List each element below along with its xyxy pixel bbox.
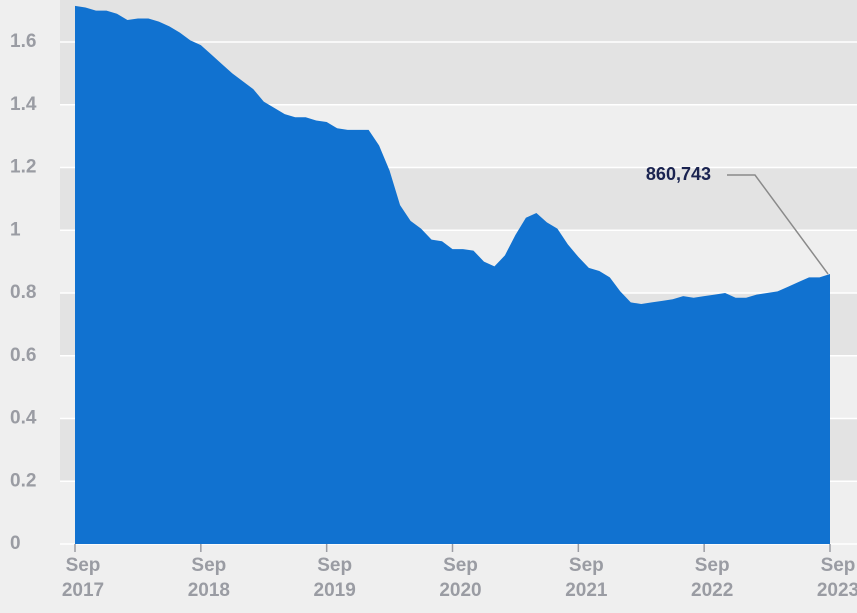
x-tick-label: Sep 2018 — [188, 555, 230, 601]
y-tick-label: 0 — [10, 533, 21, 554]
y-tick-label: 1.4 — [10, 94, 37, 115]
area — [75, 5, 830, 544]
x-tick-label: Sep 2020 — [439, 555, 481, 601]
x-tick-label: Sep 2021 — [565, 555, 608, 601]
y-tick-label: 1 — [10, 219, 21, 240]
y-tick-label: 0.2 — [10, 470, 36, 491]
annotation-line — [727, 174, 829, 275]
x-tick-label: Sep 2019 — [314, 555, 356, 601]
x-tick-label: Sep 2017 — [62, 555, 104, 601]
grid-band — [60, 0, 857, 42]
x-tick-label: Sep 2023 — [817, 555, 857, 601]
y-tick-label: 0.4 — [10, 408, 37, 429]
data-label: 860,743 — [646, 164, 711, 184]
y-tick-label: 1.2 — [10, 157, 36, 178]
y-tick-label: 0.6 — [10, 345, 36, 366]
y-tick-label: 0.8 — [10, 282, 36, 303]
x-tick-label: Sep 2022 — [691, 555, 733, 601]
y-tick-label: 1.6 — [10, 31, 36, 52]
